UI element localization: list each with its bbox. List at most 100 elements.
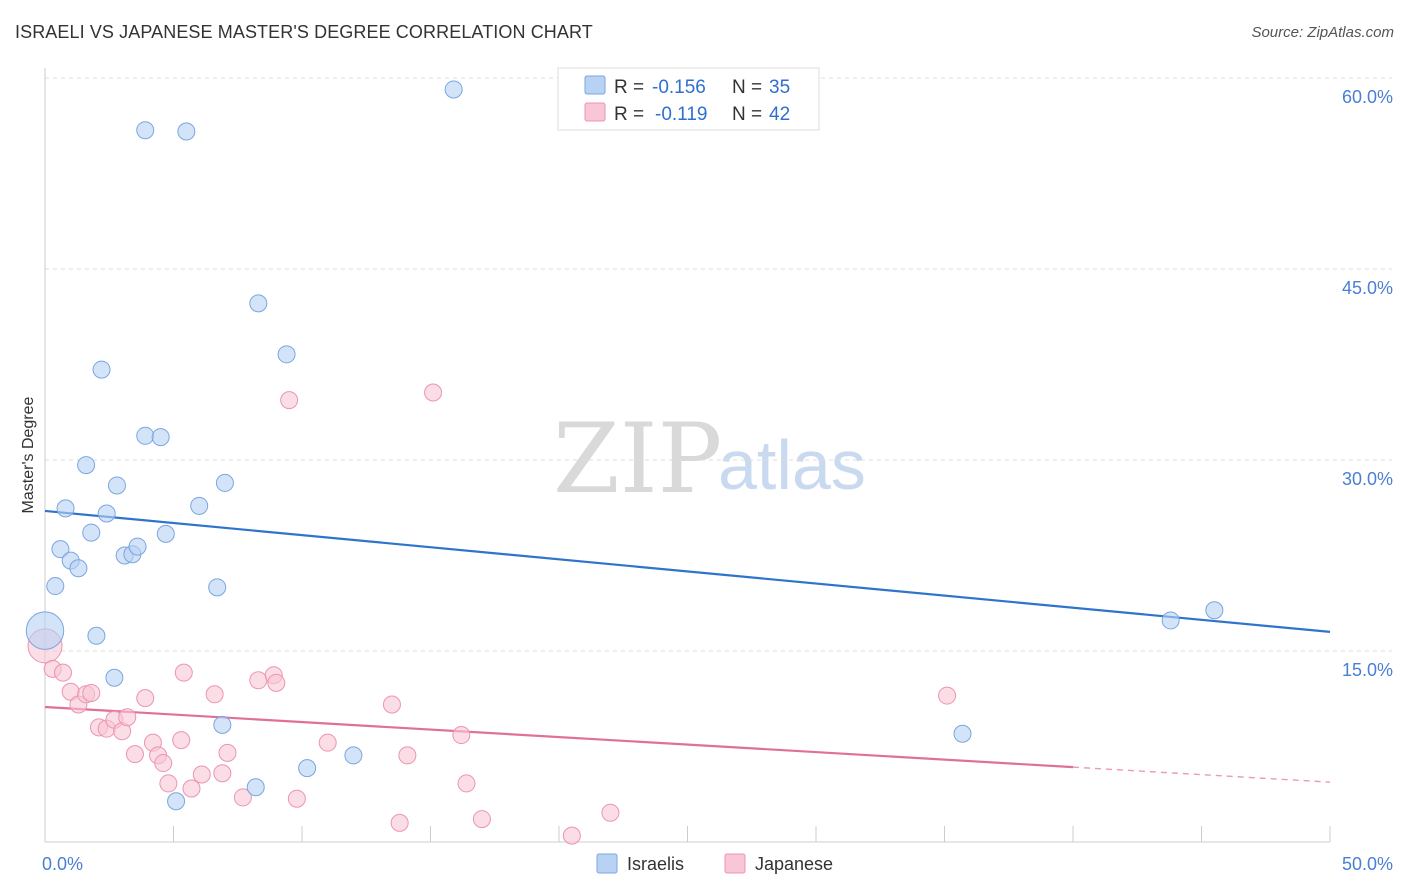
israelis-point-31 [444, 80, 463, 99]
legend-israelis-r-label: R = [614, 77, 644, 98]
trendline-japanese-extension [1072, 766, 1331, 783]
correlation-legend: R = -0.156 N = 35 R = -0.119 N = 42 [557, 67, 820, 131]
bottom-legend-japanese-label: Japanese [755, 854, 833, 874]
y-axis-tick-labels: 15.0% 30.0% 45.0% 60.0% [1342, 87, 1393, 680]
japanese-point-34 [398, 746, 417, 765]
israelis-point-27 [249, 294, 268, 313]
legend-japanese-swatch [584, 102, 606, 122]
legend-japanese-n-label: N = [732, 104, 762, 125]
japanese-point-22 [205, 685, 224, 704]
israelis-point-33 [1161, 611, 1180, 630]
israelis-point-17 [136, 426, 155, 445]
watermark-zip: ZIP [553, 403, 722, 515]
japanese-point-17 [159, 774, 178, 793]
japanese-point-41 [938, 686, 957, 705]
israelis-point-1 [46, 577, 65, 596]
japanese-point-12 [125, 745, 144, 764]
legend-israelis-n-label: N = [732, 77, 762, 98]
israelis-point-9 [92, 360, 111, 379]
israelis-point-32 [953, 724, 972, 743]
japanese-point-39 [562, 826, 581, 845]
israelis-point-2 [51, 540, 70, 559]
legend-japanese-n-value: 42 [769, 104, 790, 125]
chart-title: ISRAELI VS JAPANESE MASTER'S DEGREE CORR… [15, 22, 593, 42]
legend-israelis-n-value: 35 [769, 77, 790, 98]
japanese-point-36 [452, 726, 471, 745]
japanese-points [27, 383, 957, 845]
legend-israelis-r-value: -0.156 [652, 77, 706, 98]
israelis-point-19 [156, 524, 175, 543]
israelis-point-6 [77, 456, 96, 475]
israelis-points [25, 80, 1224, 811]
bottom-legend-japanese-swatch [724, 853, 746, 874]
israelis-point-25 [215, 473, 234, 492]
israelis-point-11 [105, 668, 124, 687]
series-legend: Israelis Japanese [596, 853, 833, 874]
japanese-point-6 [82, 684, 101, 703]
israelis-point-26 [246, 778, 265, 797]
japanese-point-38 [472, 810, 491, 829]
israelis-point-34 [1205, 601, 1224, 620]
japanese-point-20 [182, 779, 201, 798]
japanese-point-18 [172, 731, 191, 750]
legend-japanese-r-value: -0.119 [655, 104, 707, 125]
legend-japanese-r-label: R = [614, 104, 644, 125]
israelis-point-20 [167, 792, 186, 811]
japanese-point-31 [318, 733, 337, 752]
x-axis-ticks [173, 826, 1331, 842]
israelis-point-0 [25, 611, 65, 650]
trendlines [44, 509, 1331, 783]
japanese-point-35 [424, 383, 443, 402]
legend-israelis-swatch [584, 75, 606, 95]
japanese-point-33 [390, 813, 409, 832]
japanese-point-32 [382, 695, 401, 714]
israelis-point-16 [136, 121, 155, 140]
japanese-point-16 [154, 754, 173, 773]
y-tick-label-3: 60.0% [1342, 87, 1393, 107]
israelis-point-30 [344, 746, 363, 765]
japanese-point-11 [118, 708, 137, 727]
x-axis-tick-labels: 0.0% 50.0% [42, 854, 1393, 874]
israelis-point-23 [208, 578, 227, 597]
x-tick-label-1: 50.0% [1342, 854, 1393, 874]
japanese-point-25 [233, 788, 252, 807]
trendline-japanese [44, 705, 1074, 769]
japanese-point-19 [174, 663, 193, 682]
y-tick-label-2: 45.0% [1342, 278, 1393, 298]
israelis-point-7 [82, 523, 101, 542]
israelis-point-24 [213, 715, 232, 734]
watermark-atlas: atlas [718, 426, 866, 504]
japanese-point-24 [218, 743, 237, 762]
y-axis-label: Master's Degree [20, 396, 37, 513]
japanese-point-2 [53, 663, 72, 682]
japanese-point-21 [192, 765, 211, 784]
japanese-point-26 [249, 671, 268, 690]
japanese-point-40 [601, 803, 620, 822]
israelis-point-3 [56, 499, 75, 518]
israelis-point-8 [87, 626, 106, 645]
israelis-point-5 [69, 559, 88, 578]
israelis-point-10 [97, 504, 116, 523]
japanese-point-28 [267, 673, 286, 692]
israelis-point-29 [298, 759, 317, 778]
source-label: Source: ZipAtlas.com [1251, 24, 1394, 41]
y-tick-label-0: 15.0% [1342, 660, 1393, 680]
y-tick-label-1: 30.0% [1342, 469, 1393, 489]
x-tick-label-0: 0.0% [42, 854, 83, 874]
israelis-point-18 [151, 428, 170, 447]
japanese-point-29 [280, 391, 299, 410]
japanese-point-13 [136, 689, 155, 708]
bottom-legend-israelis-swatch [596, 853, 618, 874]
israelis-point-21 [177, 122, 196, 141]
japanese-point-23 [213, 764, 232, 783]
israelis-point-28 [277, 345, 296, 364]
israelis-point-12 [107, 476, 126, 495]
japanese-point-37 [457, 774, 476, 793]
japanese-point-30 [287, 789, 306, 808]
israelis-point-15 [128, 537, 147, 556]
gridlines [45, 77, 1392, 652]
bottom-legend-israelis-label: Israelis [627, 854, 684, 874]
trendline-israelis [44, 509, 1331, 633]
israelis-point-22 [190, 496, 209, 515]
